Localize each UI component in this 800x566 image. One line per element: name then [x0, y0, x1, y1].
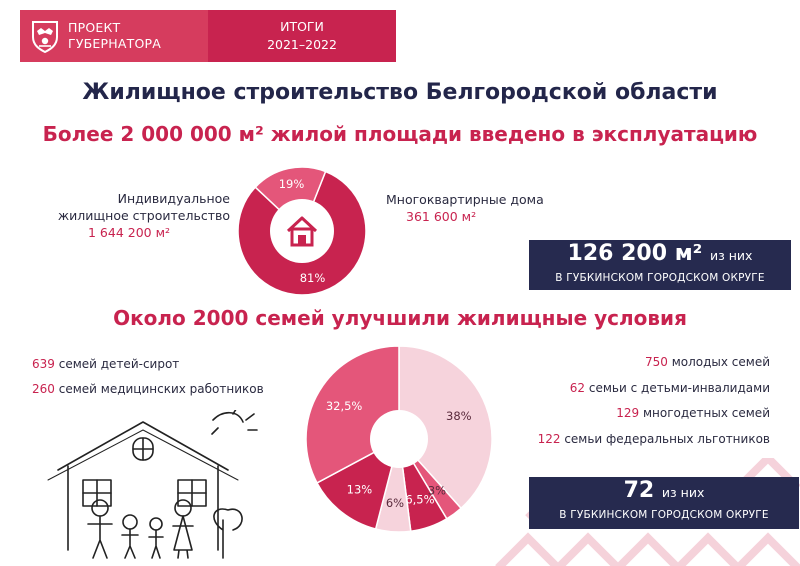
results-years: 2021–2022	[267, 37, 337, 52]
page-title: Жилищное строительство Белгородской обла…	[82, 80, 718, 105]
gubkin-families-suffix: из них	[661, 485, 705, 500]
list-item: 62 семьи с детьми-инвалидами	[569, 380, 770, 395]
gubkin-families-caption: В ГУБКИНСКОМ ГОРОДСКОМ ОКРУГЕ	[559, 509, 769, 521]
families-segment-2-label: 3%	[428, 484, 446, 498]
project-line-2: ГУБЕРНАТОРА	[68, 36, 161, 51]
header-banner: ПРОЕКТ ГУБЕРНАТОРА ИТОГИ 2021–2022	[20, 10, 396, 62]
families-segment-3-label: 6,5%	[405, 492, 434, 506]
families-segment-1-slice	[398, 345, 493, 510]
gubkin-families-stat: 72 из них В ГУБКИНСКОМ ГОРОДСКОМ ОКРУГЕ	[529, 477, 799, 529]
families-segment-5-slice	[316, 437, 401, 530]
individual-housing-label: Индивидуальное жилищное строительство 1 …	[30, 190, 230, 241]
individual-label-line-1: Индивидуальное	[117, 191, 230, 206]
section1-title: Более 2 000 000 м² жилой площади введено…	[42, 122, 758, 146]
individual-housing-value: 1 644 200 м²	[88, 225, 171, 240]
gubkin-area-stat: 126 200 м² из них В ГУБКИНСКОМ ГОРОДСКОМ…	[529, 240, 791, 290]
gubkin-families-value: 72	[623, 478, 655, 503]
families-list-left: 639 семей детей-сирот 260 семей медицинс…	[32, 352, 264, 402]
results-label: ИТОГИ 2021–2022	[208, 18, 396, 54]
families-segment-4-label: 6%	[386, 496, 404, 510]
individual-housing-label: 81%	[300, 271, 326, 285]
apartments-label: 19%	[279, 177, 305, 191]
house-icon	[286, 216, 318, 247]
project-label: ПРОЕКТ ГУБЕРНАТОРА	[68, 20, 161, 52]
list-item: 750 молодых семей	[644, 355, 770, 369]
gubkin-area-caption: В ГУБКИНСКОМ ГОРОДСКОМ ОКРУГЕ	[555, 272, 765, 284]
gubkin-area-value: 126 200 м²	[567, 241, 703, 266]
individual-label-line-2: жилищное строительство	[57, 208, 230, 223]
list-item: 639 семей детей-сирот	[32, 357, 180, 371]
families-list-right: 750 молодых семей 62 семьи с детьми-инва…	[538, 350, 770, 452]
section2-title: Около 2000 семей улучшили жилищные услов…	[113, 306, 687, 330]
families-segment-6-label: 32,5%	[326, 399, 363, 413]
header-project-block: ПРОЕКТ ГУБЕРНАТОРА	[20, 10, 208, 62]
list-item: 260 семей медицинских работников	[32, 382, 264, 396]
families-donut-chart: 38% 3%6,5%6% 13% 32,5%	[305, 345, 493, 533]
project-line-1: ПРОЕКТ	[68, 20, 121, 35]
list-item: 122 семьи федеральных льготников	[537, 431, 770, 446]
housing-area-donut-chart: 81% 19%	[237, 166, 367, 296]
apartments-label: Многоквартирные дома 361 600 м²	[386, 191, 576, 225]
results-line-1: ИТОГИ	[280, 19, 324, 34]
belgorod-coat-of-arms-icon	[32, 21, 58, 53]
family-house-illustration	[47, 410, 258, 559]
apartments-label-text: Многоквартирные дома	[386, 192, 544, 207]
families-segment-1-label: 38%	[446, 409, 472, 423]
list-item: 129 многодетных семей	[616, 406, 770, 420]
gubkin-area-suffix: из них	[710, 248, 753, 263]
families-segment-5-label: 13%	[347, 482, 373, 496]
apartments-value: 361 600 м²	[406, 209, 477, 224]
